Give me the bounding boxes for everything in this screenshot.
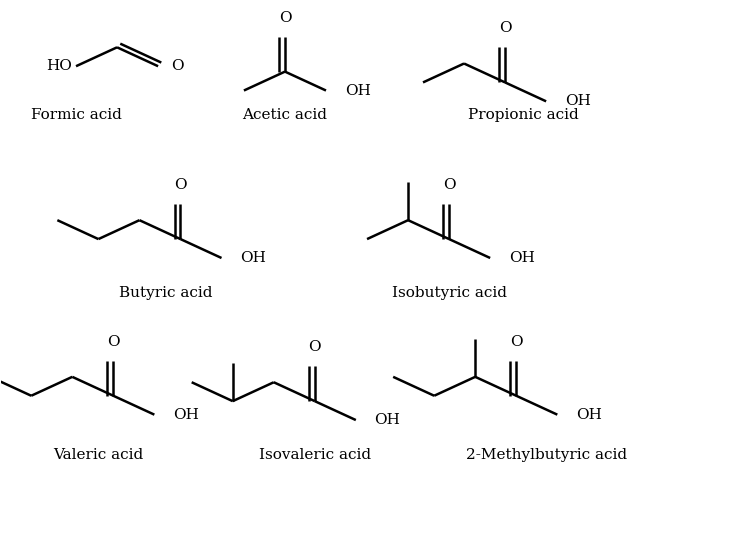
Text: O: O [279, 11, 291, 24]
Text: OH: OH [576, 408, 602, 422]
Text: Acetic acid: Acetic acid [243, 108, 327, 122]
Text: O: O [443, 178, 455, 192]
Text: Valeric acid: Valeric acid [53, 448, 144, 462]
Text: O: O [510, 334, 523, 349]
Text: Propionic acid: Propionic acid [468, 108, 579, 122]
Text: 2-Methylbutyric acid: 2-Methylbutyric acid [466, 448, 627, 462]
Text: OH: OH [240, 251, 266, 265]
Text: OH: OH [509, 251, 535, 265]
Text: OH: OH [345, 84, 371, 98]
Text: OH: OH [173, 408, 199, 422]
Text: Isobutyric acid: Isobutyric acid [392, 286, 506, 300]
Text: O: O [309, 340, 321, 354]
Text: HO: HO [46, 59, 73, 73]
Text: OH: OH [565, 94, 591, 109]
Text: O: O [172, 59, 184, 73]
Text: O: O [107, 334, 120, 349]
Text: Butyric acid: Butyric acid [119, 286, 212, 300]
Text: O: O [175, 178, 187, 192]
Text: Isovaleric acid: Isovaleric acid [258, 448, 371, 462]
Text: O: O [499, 21, 512, 35]
Text: Formic acid: Formic acid [31, 108, 121, 122]
Text: OH: OH [374, 413, 401, 427]
